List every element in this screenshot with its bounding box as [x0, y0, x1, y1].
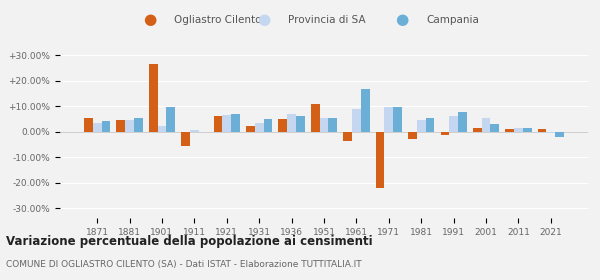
- Bar: [263, 119, 272, 132]
- Bar: [458, 113, 467, 132]
- Bar: [361, 90, 370, 132]
- Bar: [287, 114, 296, 132]
- Bar: [84, 118, 93, 132]
- Bar: [425, 118, 434, 132]
- Bar: [440, 132, 449, 136]
- Bar: [343, 132, 352, 141]
- Bar: [538, 129, 547, 132]
- Text: Variazione percentuale della popolazione ai censimenti: Variazione percentuale della popolazione…: [6, 235, 373, 248]
- Text: COMUNE DI OGLIASTRO CILENTO (SA) - Dati ISTAT - Elaborazione TUTTITALIA.IT: COMUNE DI OGLIASTRO CILENTO (SA) - Dati …: [6, 260, 362, 269]
- Bar: [246, 127, 255, 132]
- Bar: [149, 64, 158, 132]
- Bar: [116, 120, 125, 132]
- Bar: [505, 129, 514, 132]
- Bar: [278, 119, 287, 132]
- Bar: [190, 130, 199, 132]
- Text: ●: ●: [257, 12, 271, 27]
- Bar: [231, 114, 240, 132]
- Text: ●: ●: [143, 12, 157, 27]
- Bar: [514, 128, 523, 132]
- Bar: [547, 132, 555, 133]
- Bar: [408, 132, 417, 139]
- Bar: [166, 107, 175, 132]
- Bar: [255, 123, 263, 132]
- Bar: [449, 116, 458, 132]
- Bar: [223, 115, 231, 132]
- Bar: [125, 120, 134, 132]
- Bar: [417, 120, 425, 132]
- Bar: [134, 118, 143, 132]
- Bar: [555, 132, 564, 137]
- Bar: [385, 107, 393, 132]
- Text: Campania: Campania: [426, 15, 479, 25]
- Bar: [393, 107, 402, 132]
- Text: Ogliastro Cilento: Ogliastro Cilento: [174, 15, 262, 25]
- Bar: [523, 128, 532, 132]
- Bar: [93, 123, 101, 132]
- Bar: [473, 128, 482, 132]
- Bar: [101, 122, 110, 132]
- Text: Provincia di SA: Provincia di SA: [288, 15, 365, 25]
- Text: ●: ●: [395, 12, 409, 27]
- Bar: [311, 104, 320, 132]
- Bar: [376, 132, 385, 188]
- Bar: [482, 118, 490, 132]
- Bar: [328, 118, 337, 132]
- Bar: [158, 127, 166, 132]
- Bar: [181, 132, 190, 146]
- Bar: [490, 124, 499, 132]
- Bar: [320, 118, 328, 132]
- Bar: [214, 116, 223, 132]
- Bar: [352, 109, 361, 132]
- Bar: [296, 116, 305, 132]
